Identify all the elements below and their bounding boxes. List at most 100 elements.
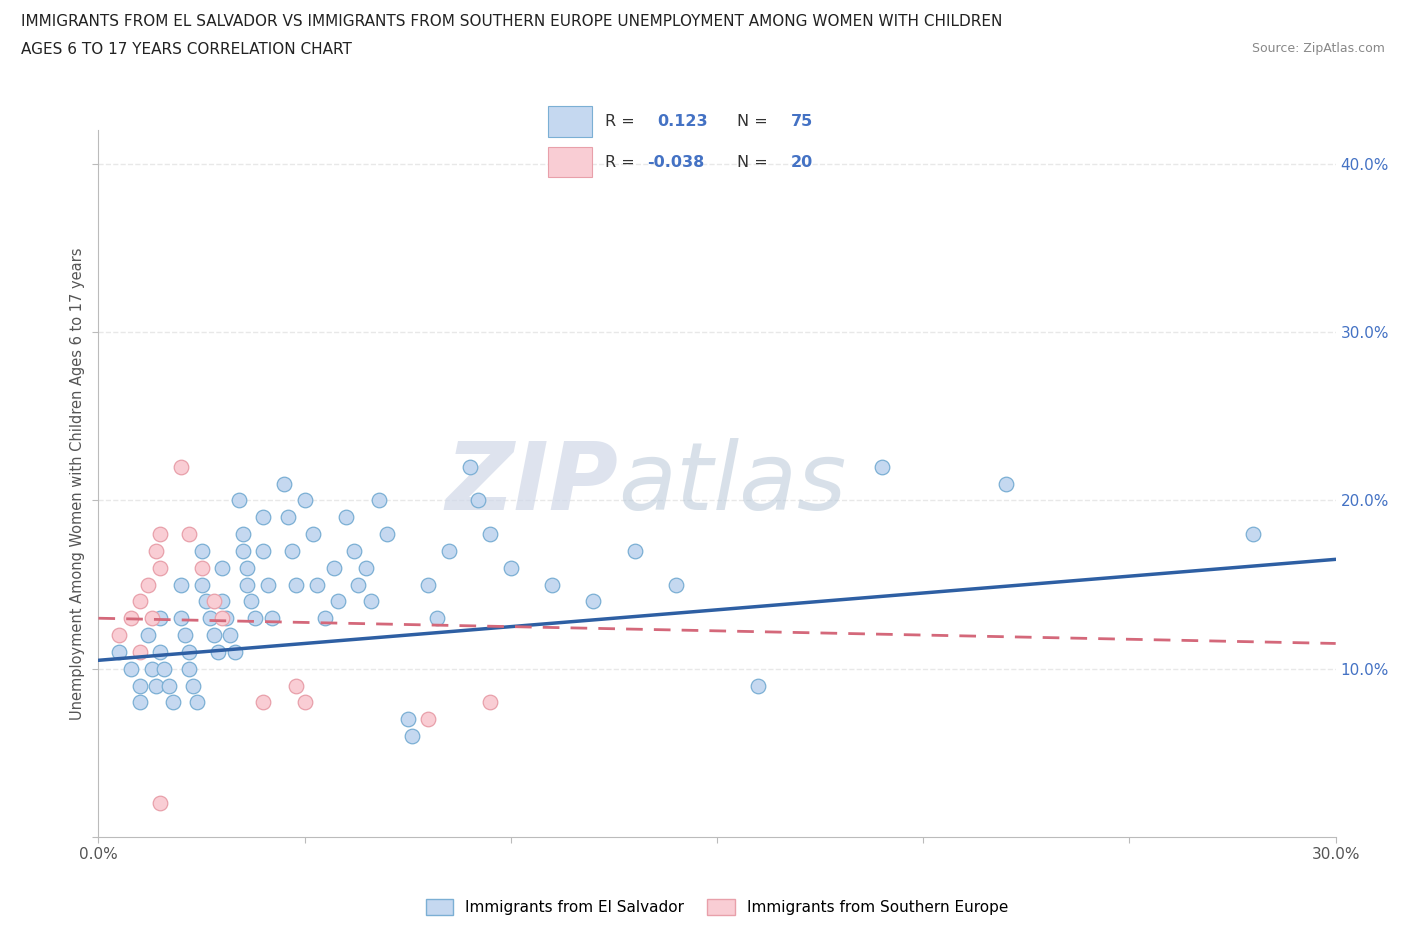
Text: IMMIGRANTS FROM EL SALVADOR VS IMMIGRANTS FROM SOUTHERN EUROPE UNEMPLOYMENT AMON: IMMIGRANTS FROM EL SALVADOR VS IMMIGRANT… [21, 14, 1002, 29]
Text: Source: ZipAtlas.com: Source: ZipAtlas.com [1251, 42, 1385, 55]
Point [170, 578, 193, 592]
Point [181, 678, 204, 693]
Point [252, 543, 274, 558]
Point [541, 578, 564, 592]
Text: atlas: atlas [619, 438, 846, 529]
Text: R =: R = [605, 154, 636, 169]
Point [145, 543, 167, 558]
Text: 75: 75 [790, 114, 813, 129]
Point [302, 526, 325, 541]
Point [1241, 526, 1264, 541]
Point [360, 594, 382, 609]
Point [179, 526, 201, 541]
Point [273, 476, 295, 491]
Point [479, 695, 502, 710]
Point [356, 560, 378, 575]
Point [243, 611, 266, 626]
Text: 0.123: 0.123 [658, 114, 709, 129]
Point [149, 611, 172, 626]
Point [194, 594, 217, 609]
Point [260, 611, 283, 626]
Point [285, 678, 308, 693]
Point [179, 661, 201, 676]
Text: N =: N = [737, 114, 768, 129]
Point [236, 560, 259, 575]
Point [149, 526, 172, 541]
Point [281, 543, 304, 558]
Point [149, 644, 172, 659]
Point [149, 796, 172, 811]
Point [582, 594, 605, 609]
Bar [548, 107, 592, 137]
Point [240, 594, 263, 609]
Point [120, 611, 142, 626]
Point [207, 644, 229, 659]
Point [108, 644, 131, 659]
Point [224, 644, 246, 659]
Point [479, 526, 502, 541]
Point [396, 711, 419, 726]
Point [215, 611, 238, 626]
Point [256, 578, 278, 592]
Point [401, 728, 423, 743]
Point [747, 678, 769, 693]
Point [232, 526, 254, 541]
Text: ZIP: ZIP [446, 438, 619, 529]
Point [120, 661, 142, 676]
Point [228, 493, 250, 508]
Point [128, 695, 150, 710]
Point [198, 611, 221, 626]
Point [322, 560, 344, 575]
Point [994, 476, 1017, 491]
Point [211, 594, 233, 609]
Text: N =: N = [737, 154, 768, 169]
Point [211, 560, 233, 575]
Point [305, 578, 328, 592]
Point [347, 578, 370, 592]
Point [136, 578, 159, 592]
Point [458, 459, 481, 474]
Text: -0.038: -0.038 [647, 154, 704, 169]
Point [186, 695, 208, 710]
Point [174, 628, 197, 643]
Point [179, 644, 201, 659]
Point [232, 543, 254, 558]
Point [136, 628, 159, 643]
Legend: Immigrants from El Salvador, Immigrants from Southern Europe: Immigrants from El Salvador, Immigrants … [419, 893, 1015, 922]
Point [375, 526, 398, 541]
Point [623, 543, 645, 558]
Point [343, 543, 366, 558]
Point [202, 628, 225, 643]
Point [252, 695, 274, 710]
Point [294, 695, 316, 710]
Point [190, 578, 212, 592]
Point [108, 628, 131, 643]
Point [367, 493, 389, 508]
Point [219, 628, 242, 643]
Point [145, 678, 167, 693]
Point [170, 459, 193, 474]
Point [141, 661, 163, 676]
Point [418, 578, 440, 592]
Text: 20: 20 [790, 154, 813, 169]
Point [141, 611, 163, 626]
Text: AGES 6 TO 17 YEARS CORRELATION CHART: AGES 6 TO 17 YEARS CORRELATION CHART [21, 42, 351, 57]
Point [277, 510, 299, 525]
Point [314, 611, 336, 626]
Point [153, 661, 176, 676]
Point [128, 678, 150, 693]
Point [665, 578, 688, 592]
Point [870, 459, 893, 474]
Point [326, 594, 349, 609]
Point [211, 611, 233, 626]
Point [499, 560, 522, 575]
Point [335, 510, 357, 525]
Point [190, 560, 212, 575]
Point [190, 543, 212, 558]
Point [128, 594, 150, 609]
Bar [548, 147, 592, 177]
Point [170, 611, 193, 626]
Point [285, 578, 308, 592]
Point [294, 493, 316, 508]
Point [149, 560, 172, 575]
